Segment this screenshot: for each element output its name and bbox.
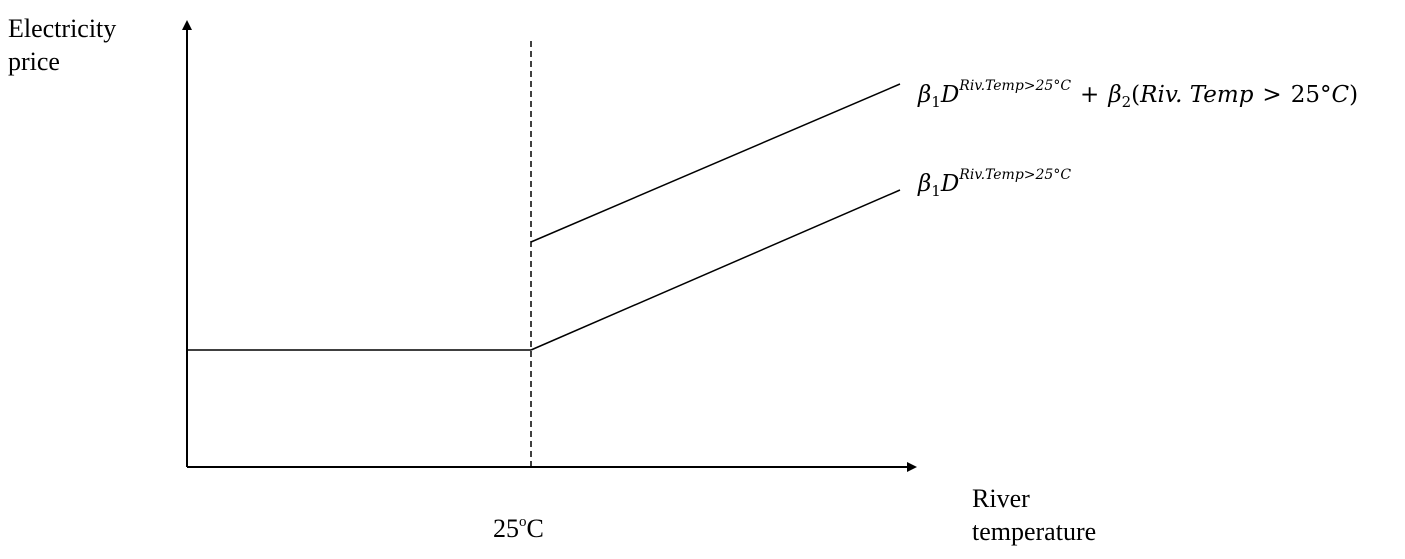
x-axis-label-line1: River [972, 484, 1030, 513]
threshold-unit: C [526, 514, 544, 543]
upper-paren-close: ) [1349, 82, 1359, 108]
upper-beta2-sub: 2 [1121, 93, 1132, 111]
upper-deg-unit: C [1331, 82, 1350, 108]
upper-gt: > [1262, 82, 1282, 108]
upper-plus: + [1080, 82, 1100, 108]
upper-beta1: β [918, 82, 932, 108]
upper-paren-open: ( [1131, 82, 1141, 108]
upper-d: D [940, 82, 960, 108]
lower-beta1-sub: 1 [931, 182, 941, 200]
threshold-degree: o [519, 514, 527, 530]
lower-d-sup: Riv.Temp>25°C [959, 167, 1072, 183]
x-axis-label: River temperature [972, 482, 1096, 548]
upper-deg-val: 25° [1290, 82, 1332, 108]
upper-d-sup: Riv.Temp>25°C [959, 78, 1072, 94]
upper-beta1-sub: 1 [931, 93, 941, 111]
lower-d: D [940, 171, 960, 197]
x-axis-label-line2: temperature [972, 517, 1097, 546]
upper-beta2: β [1108, 82, 1122, 108]
y-axis-label-line2: price [8, 47, 60, 76]
y-axis-label-line1: Electricity [8, 14, 117, 43]
lower-beta1: β [918, 171, 932, 197]
upper-term: Riv. Temp [1140, 82, 1254, 108]
lower-curve-label: β1DRiv.Temp>25°C [918, 168, 1071, 199]
lower-slope-line [530, 189, 901, 351]
threshold-label: 25oC [493, 512, 544, 545]
upper-slope-line [530, 83, 901, 243]
threshold-value: 25 [493, 514, 519, 543]
y-axis-label: Electricity price [8, 12, 116, 78]
upper-curve-label: β1DRiv.Temp>25°C + β2(Riv. Temp >25°C) [918, 79, 1359, 110]
